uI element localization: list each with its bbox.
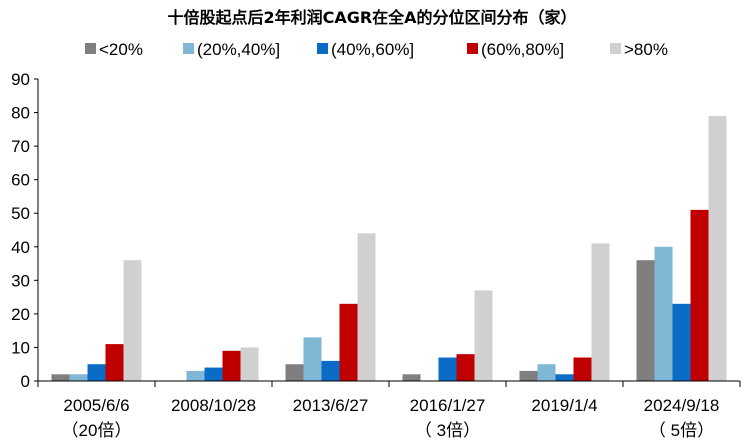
x-tick-label-3: 2016/1/27: [410, 396, 486, 415]
legend: <20% (20%,40%] (40%,60%] (60%,80%] >80%: [85, 40, 668, 59]
y-tick-label-7: 70: [11, 137, 30, 156]
bar-4-2: [555, 374, 574, 381]
legend-label-0: <20%: [99, 40, 143, 59]
bar-5-3: [690, 209, 709, 381]
bar-5-2: [672, 303, 691, 381]
bar-2-3: [339, 303, 358, 381]
y-tick-label-0: 0: [21, 372, 30, 391]
bar-3-2: [438, 357, 457, 381]
legend-swatch-3: [467, 43, 478, 54]
bar-2-4: [357, 233, 376, 381]
bar-1-1: [186, 370, 205, 381]
y-tick-label-4: 40: [11, 238, 30, 257]
bar-2-0: [285, 364, 304, 381]
bar-5-4: [708, 115, 727, 382]
bar-3-0: [402, 374, 421, 381]
legend-label-3: (60%,80%]: [481, 40, 564, 59]
legend-swatch-1: [183, 43, 194, 54]
bar-5-0: [636, 260, 655, 381]
legend-label-1: (20%,40%]: [197, 40, 280, 59]
bar-3-4: [474, 290, 493, 381]
legend-label-4: >80%: [624, 40, 668, 59]
bar-3-3: [456, 354, 475, 381]
bar-1-4: [240, 347, 259, 381]
legend-label-2: (40%,60%]: [331, 40, 414, 59]
bar-0-2: [87, 364, 106, 381]
x-sublabel-3: （ 3倍）: [415, 421, 480, 440]
bar-0-3: [105, 344, 124, 381]
bar-4-3: [573, 357, 592, 381]
x-axis: 2005/6/6 （20倍） 2008/10/28 2013/6/27 2016/1/2…: [37, 380, 741, 440]
legend-swatch-4: [610, 43, 621, 54]
bar-0-4: [123, 260, 142, 381]
y-tick-label-6: 60: [11, 171, 30, 190]
bar-1-2: [204, 367, 223, 381]
x-tick-label-1: 2008/10/28: [171, 396, 256, 415]
y-tick-label-8: 80: [11, 104, 30, 123]
y-tick-label-3: 30: [11, 271, 30, 290]
bar-4-0: [519, 370, 538, 381]
bar-0-1: [69, 374, 88, 381]
x-tick-label-2: 2013/6/27: [293, 396, 369, 415]
y-tick-label-5: 50: [11, 204, 30, 223]
y-tick-label-9: 90: [11, 70, 30, 89]
bar-2-1: [303, 337, 322, 381]
bar-5-1: [654, 246, 673, 381]
legend-swatch-2: [317, 43, 328, 54]
x-sublabel-5: （ 5倍）: [649, 421, 714, 440]
bar-4-4: [591, 243, 610, 381]
legend-swatch-0: [85, 43, 96, 54]
bar-2-2: [321, 360, 340, 381]
y-axis: 0 10 20 30 40 50 60 70 80 90: [11, 70, 39, 391]
bar-1-3: [222, 350, 241, 381]
x-tick-label-0: 2005/6/6: [63, 396, 129, 415]
y-tick-label-1: 10: [11, 338, 30, 357]
x-tick-label-4: 2019/1/4: [531, 396, 597, 415]
bar-4-1: [537, 364, 556, 381]
bar-0-0: [51, 374, 70, 381]
chart-title: 十倍股起点后2年利润CAGR在全A的分位区间分布（家）: [167, 8, 576, 27]
x-sublabel-0: （20倍）: [62, 421, 132, 440]
y-tick-label-2: 20: [11, 305, 30, 324]
x-tick-label-5: 2024/9/18: [644, 396, 720, 415]
bars: [51, 115, 727, 382]
